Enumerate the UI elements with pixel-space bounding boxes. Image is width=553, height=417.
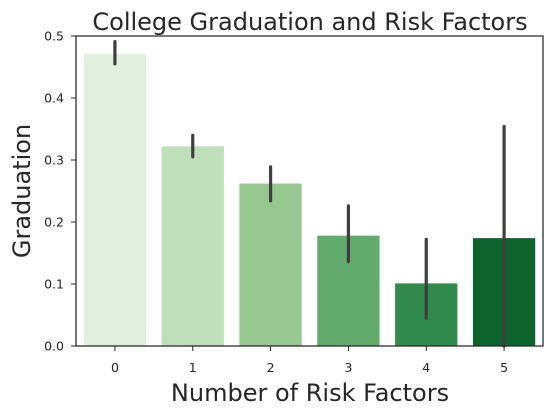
bars-layer bbox=[83, 53, 536, 346]
x-tick-label-1: 1 bbox=[189, 360, 197, 375]
y-tick-label-1: 0.1 bbox=[44, 277, 64, 292]
y-tick-label-5: 0.5 bbox=[44, 29, 64, 44]
bar-1 bbox=[161, 146, 224, 346]
y-tick-label-3: 0.3 bbox=[44, 153, 64, 168]
x-axis-label: Number of Risk Factors bbox=[171, 379, 449, 407]
x-axis-ticks: 0 1 2 3 4 5 bbox=[111, 346, 508, 375]
x-tick-label-3: 3 bbox=[344, 360, 352, 375]
y-tick-label-2: 0.2 bbox=[44, 215, 64, 230]
x-tick-label-0: 0 bbox=[111, 360, 119, 375]
bar-0 bbox=[83, 53, 147, 346]
plot-frame bbox=[75, 35, 544, 347]
x-tick-label-4: 4 bbox=[422, 360, 430, 375]
bar-2 bbox=[239, 183, 302, 346]
x-tick-label-2: 2 bbox=[267, 360, 275, 375]
y-axis-label: Graduation bbox=[8, 124, 36, 258]
y-tick-label-4: 0.4 bbox=[44, 91, 64, 106]
y-tick-label-0: 0.0 bbox=[44, 339, 64, 354]
y-axis-ticks: 0.0 0.1 0.2 0.3 0.4 0.5 bbox=[44, 29, 76, 354]
chart-title: College Graduation and Risk Factors bbox=[92, 8, 527, 36]
error-bars-layer bbox=[113, 39, 506, 348]
x-tick-label-5: 5 bbox=[500, 360, 508, 375]
